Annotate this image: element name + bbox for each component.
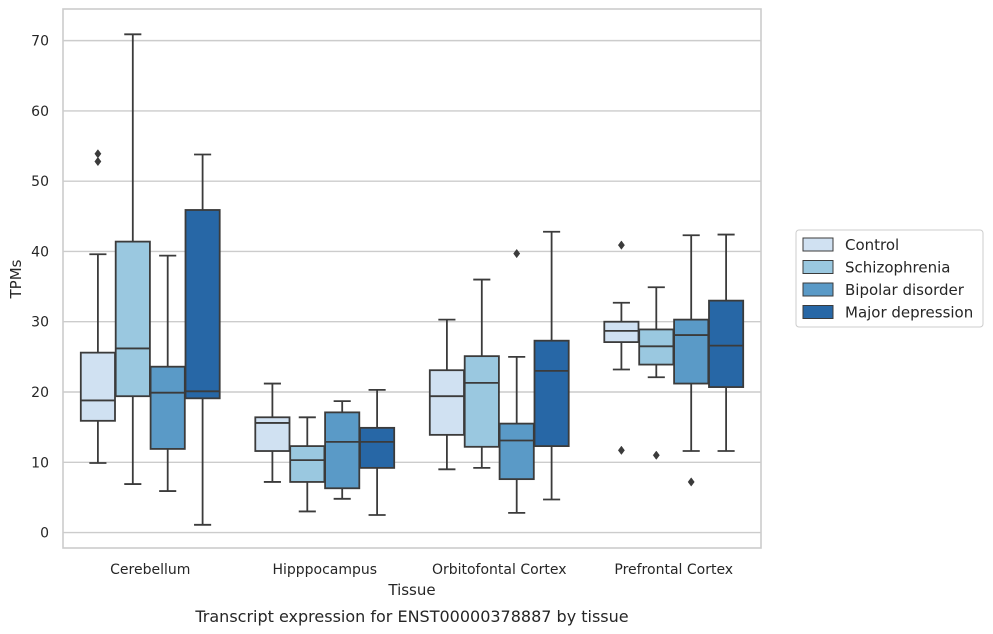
outlier-point	[94, 149, 102, 159]
x-tick-label: Orbitofontal Cortex	[432, 562, 567, 578]
outlier-point	[617, 445, 625, 455]
box-orbitofontal-cortex-schizophrenia	[463, 278, 500, 469]
box-cerebellum-major-depression	[184, 153, 221, 526]
y-tick-label: 0	[40, 526, 49, 542]
outlier-point	[94, 156, 102, 167]
box-cerebellum-schizophrenia	[114, 33, 151, 485]
outlier-point	[652, 450, 660, 460]
x-axis-title: Tissue	[387, 581, 435, 599]
y-tick-label: 70	[31, 34, 49, 50]
box-cerebellum-control	[79, 149, 116, 464]
legend-label: Control	[845, 236, 899, 254]
legend-swatch	[802, 237, 834, 252]
iqr-box	[463, 355, 500, 448]
iqr-box	[114, 240, 151, 398]
outlier-point	[687, 477, 695, 487]
legend: Control Schizophrenia Bipolar disorder Majo…	[795, 229, 984, 328]
chart-caption: Transcript expression for ENST0000037888…	[194, 607, 628, 626]
boxes	[79, 33, 745, 526]
legend-frame	[795, 229, 984, 328]
box-hipppocampus-control	[254, 382, 291, 483]
x-tick-label: Cerebellum	[110, 562, 190, 578]
iqr-box	[498, 422, 535, 481]
iqr-box	[603, 320, 640, 343]
outlier-point	[617, 240, 625, 250]
legend-swatch	[802, 282, 834, 297]
iqr-box	[149, 365, 186, 450]
x-tick-label: Prefrontal Cortex	[614, 562, 733, 578]
box-prefrontal-cortex-major-depression	[708, 233, 745, 452]
y-tick-labels: 0 10 20 30 40 50 60 70	[31, 34, 49, 542]
y-tick-label: 20	[31, 385, 49, 401]
iqr-box	[324, 411, 361, 490]
x-tick-label: Hipppocampus	[272, 562, 377, 578]
y-tick-label: 50	[31, 174, 49, 190]
y-tick-label: 40	[31, 244, 49, 260]
box-orbitofontal-cortex-bipolar-disorder	[498, 248, 535, 514]
legend-swatch	[802, 260, 834, 274]
box-cerebellum-bipolar-disorder	[149, 254, 186, 492]
legend-label: Bipolar disorder	[845, 281, 965, 299]
y-tick-label: 30	[31, 315, 49, 331]
iqr-box	[359, 426, 396, 469]
iqr-box	[289, 445, 326, 483]
y-tick-label: 10	[31, 455, 49, 471]
iqr-box	[708, 299, 745, 388]
legend-swatch	[802, 305, 834, 319]
box-hipppocampus-schizophrenia	[289, 416, 326, 513]
box-hipppocampus-major-depression	[359, 388, 396, 516]
iqr-box	[673, 318, 710, 385]
box-prefrontal-cortex-control	[603, 240, 640, 455]
y-tick-label: 60	[31, 104, 49, 120]
legend-label: Major depression	[845, 304, 973, 322]
box-orbitofontal-cortex-major-depression	[533, 230, 570, 501]
plot-frame	[62, 8, 762, 549]
legend-label: Schizophrenia	[845, 259, 950, 277]
x-tick-labels: Cerebellum Hipppocampus Orbitofontal Corte…	[110, 562, 733, 578]
iqr-box	[533, 339, 570, 448]
outlier-point	[513, 248, 521, 259]
iqr-box	[428, 369, 465, 436]
iqr-box	[184, 209, 221, 400]
box-prefrontal-cortex-bipolar-disorder	[673, 234, 710, 487]
box-hipppocampus-bipolar-disorder	[324, 400, 361, 500]
box-prefrontal-cortex-schizophrenia	[638, 286, 675, 460]
iqr-box	[79, 351, 116, 422]
box-orbitofontal-cortex-control	[428, 318, 465, 471]
y-axis-title: TPMs	[7, 259, 25, 299]
